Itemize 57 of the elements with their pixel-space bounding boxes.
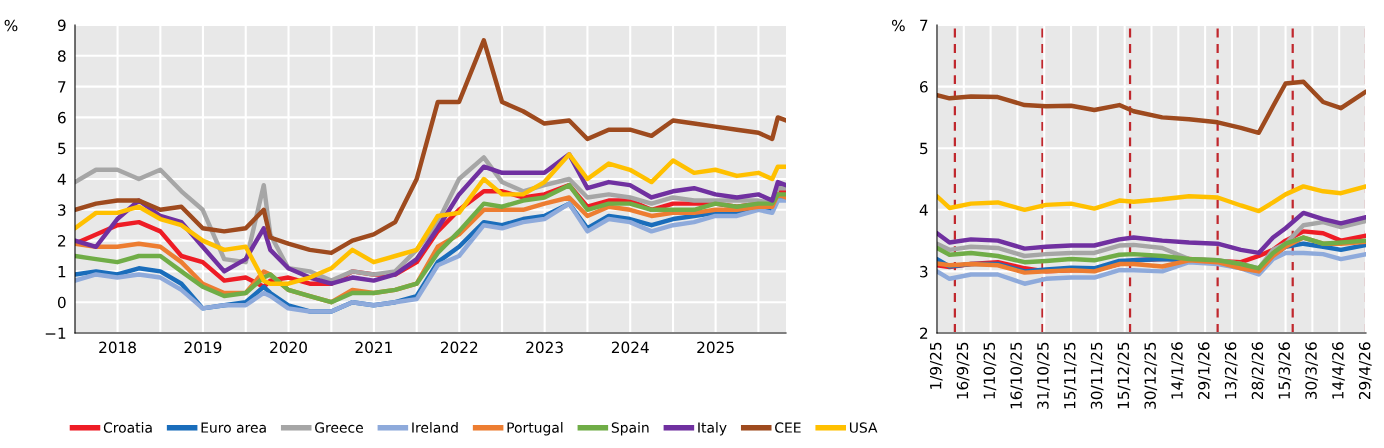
y-tick-label: 7 (920, 19, 928, 31)
x-tick-label: 14/4/26 (1332, 342, 1345, 399)
legend-label: Ireland (412, 422, 458, 433)
x-tick-label: 30/12/25 (1144, 342, 1158, 409)
line-series (937, 184, 1366, 214)
x-tick-label: 2021 (355, 341, 392, 354)
x-tick-label: 30/3/26 (1305, 342, 1319, 400)
x-tick-label: 2025 (697, 341, 734, 354)
y-tick-label: 4 (919, 204, 928, 216)
y-tick-label: 2 (58, 235, 66, 247)
y-axis-title: % (4, 19, 18, 32)
x-tick-label: 29/1/26 (1198, 342, 1211, 400)
y-tick-label: 7 (58, 81, 66, 93)
y-tick-label: 0 (57, 296, 66, 309)
y-tick-label: 3 (920, 265, 928, 278)
legend-label: USA (849, 422, 878, 433)
legend-label: Spain (611, 422, 649, 436)
x-tick-label: 15/12/25 (1117, 342, 1131, 409)
legend-label: Portugal (507, 422, 563, 436)
x-tick-label: 2018 (99, 341, 136, 354)
y-tick-label: 5 (920, 142, 928, 155)
y-tick-label: 9 (57, 19, 66, 32)
x-tick-label: 31/10/25 (1037, 342, 1050, 409)
x-tick-label: 13/2/26 (1224, 342, 1238, 399)
y-tick-label: 6 (58, 111, 66, 124)
legend-label: Croatia (103, 422, 152, 433)
y-tick-label: 4 (57, 173, 66, 185)
x-tick-label: 16/10/25 (1010, 342, 1024, 409)
x-tick-label: 15/3/26 (1278, 342, 1292, 399)
line-series (937, 79, 1366, 136)
x-tick-label: 2022 (440, 341, 478, 354)
x-tick-label: 15/11/25 (1063, 342, 1077, 409)
y-tick-label: 5 (58, 142, 66, 155)
x-tick-label: 2024 (611, 341, 649, 354)
x-tick-label: 1/9/25 (929, 342, 943, 389)
y-tick-label: 2 (920, 327, 928, 339)
x-tick-label: 16/9/25 (956, 342, 970, 399)
legend-label: Greece (315, 422, 363, 433)
x-tick-label: 2023 (526, 341, 563, 354)
x-tick-label: 1/10/25 (983, 342, 997, 399)
y-axis-title: % (891, 19, 905, 32)
legend-label: CEE (775, 422, 801, 433)
x-tick-label: 30/11/25 (1090, 342, 1104, 409)
y-tick-label: 8 (57, 50, 66, 62)
x-tick-label: 2019 (184, 341, 222, 354)
y-tick-label: −1 (45, 327, 66, 339)
legend-label: Euro area (201, 422, 266, 433)
line-series (75, 38, 786, 256)
y-tick-label: 1 (58, 266, 66, 278)
y-tick-label: 3 (58, 204, 66, 216)
x-tick-label: 28/2/26 (1251, 342, 1265, 400)
legend-label: Italy (698, 422, 727, 436)
y-tick-label: 6 (920, 81, 928, 93)
x-tick-label: 14/1/26 (1171, 342, 1184, 399)
x-tick-label: 2020 (270, 341, 307, 354)
x-tick-label: 29/4/26 (1358, 342, 1372, 400)
line-series (937, 210, 1366, 256)
